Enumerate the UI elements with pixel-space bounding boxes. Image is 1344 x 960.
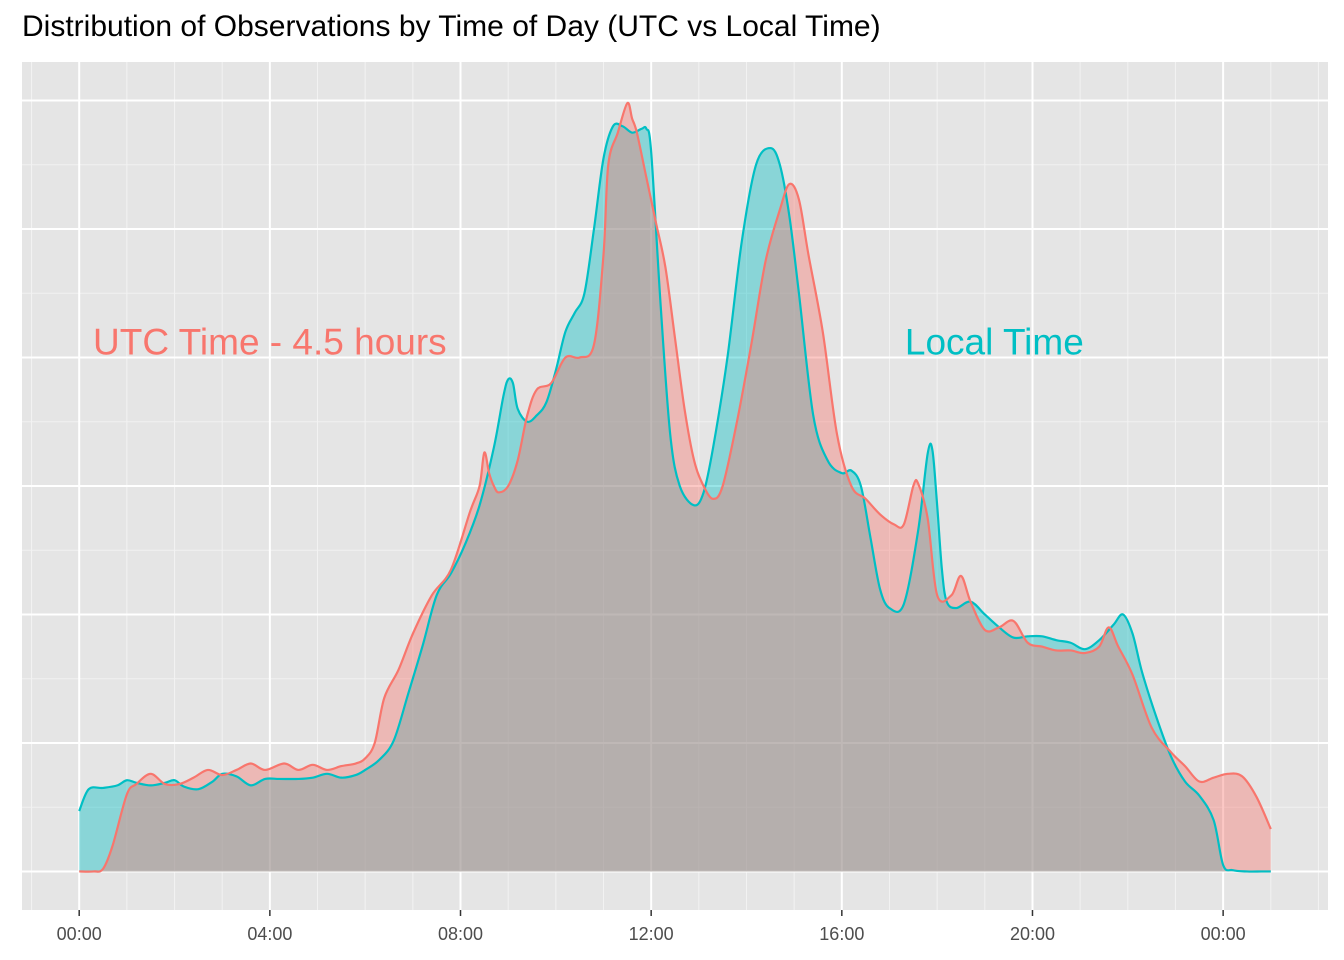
x-tick-label: 20:00 — [1010, 924, 1055, 944]
x-tick-label: 00:00 — [57, 924, 102, 944]
x-axis-tick-labels: 00:00 04:00 08:00 12:00 16:00 20:00 00:00 — [57, 924, 1246, 944]
x-tick-label: 08:00 — [438, 924, 483, 944]
chart-title: Distribution of Observations by Time of … — [22, 10, 881, 43]
density-line-utc — [79, 101, 1272, 873]
annotation-utc: UTC Time - 4.5 hours — [93, 321, 447, 362]
major-gridlines — [22, 62, 1328, 910]
chart-annotations: UTC Time - 4.5 hours Local Time — [93, 321, 1084, 362]
x-tick-label: 16:00 — [819, 924, 864, 944]
density-area-utc — [79, 102, 1271, 872]
density-lines — [78, 101, 1272, 873]
x-axis-ticks — [78, 910, 1224, 916]
density-line-local — [78, 122, 1271, 873]
x-tick-label: 12:00 — [629, 924, 674, 944]
x-tick-label: 00:00 — [1201, 924, 1246, 944]
density-area-local — [79, 123, 1271, 872]
x-tick-label: 04:00 — [247, 924, 292, 944]
density-areas — [79, 102, 1271, 872]
annotation-local: Local Time — [905, 321, 1084, 362]
